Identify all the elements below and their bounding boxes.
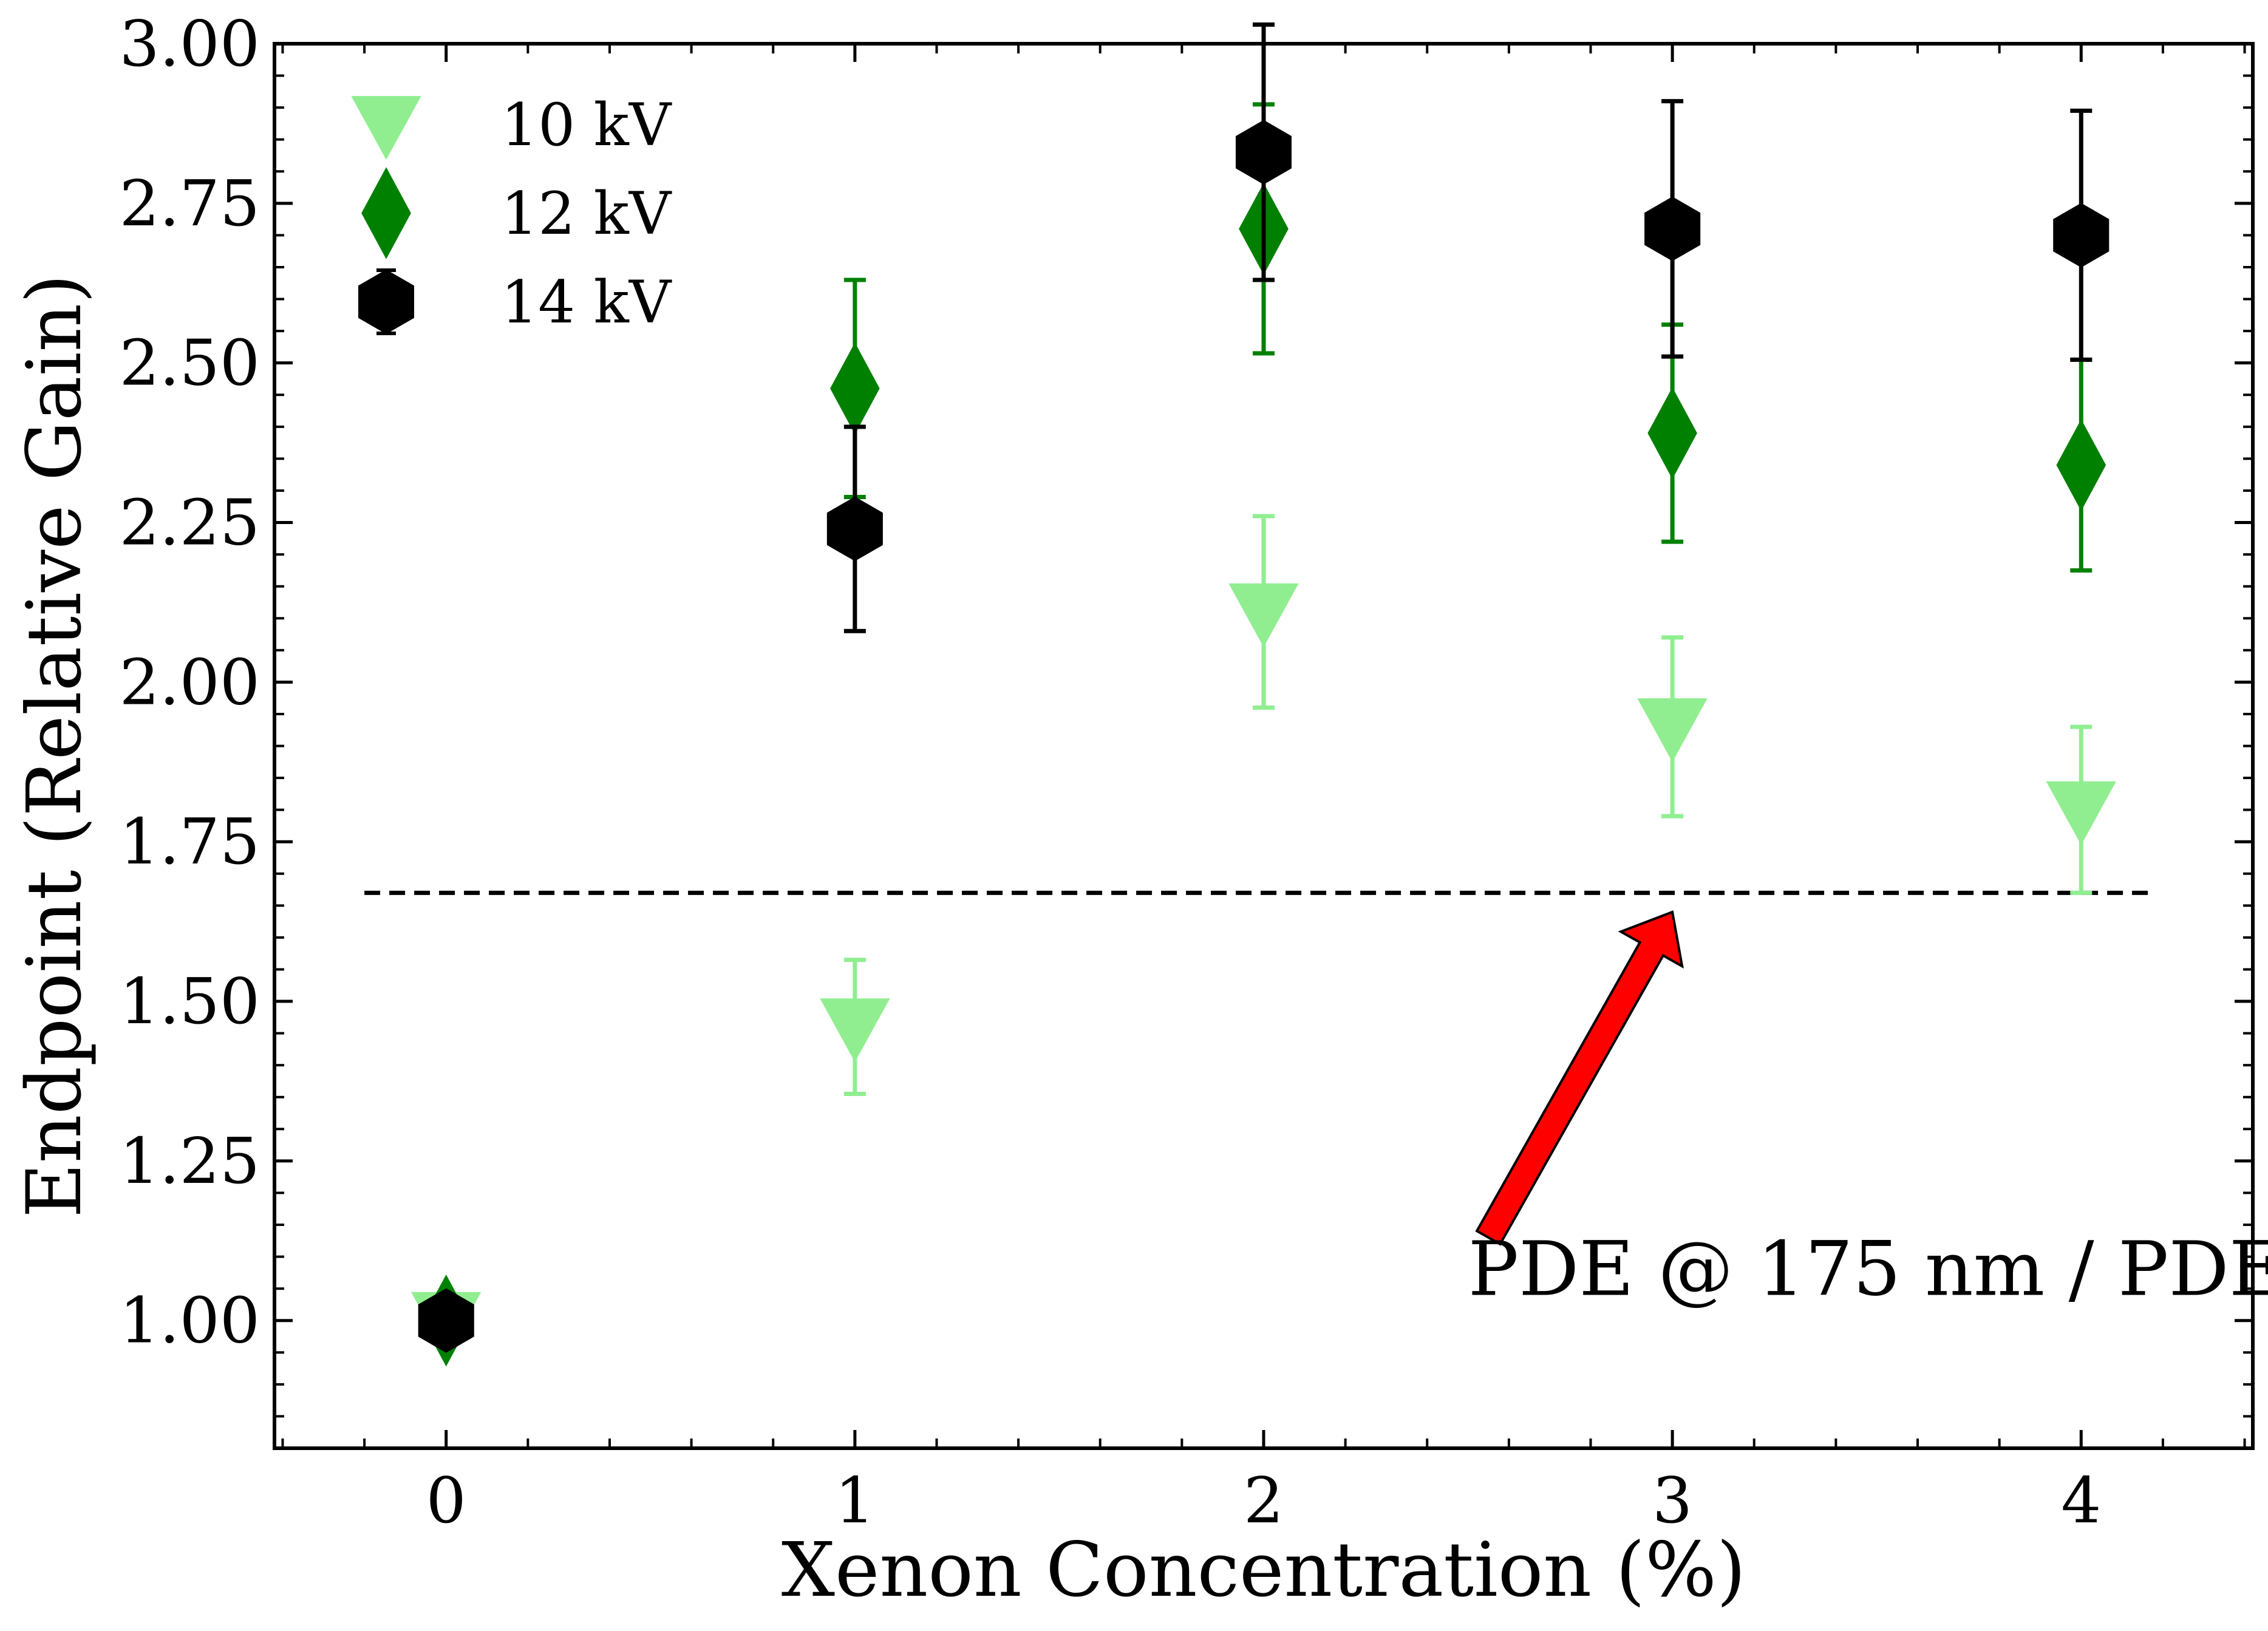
- y-tick-label: 3.00: [119, 7, 260, 81]
- y-tick-label: 1.00: [119, 1284, 260, 1358]
- legend-entry: 10 kV: [351, 91, 672, 160]
- annotation-arrow-layer: [1475, 910, 1684, 1246]
- annotation-text: PDE @ 175 nm / PDE @ 128 nm: [1468, 1226, 2268, 1313]
- legend-entry: 12 kV: [361, 167, 672, 259]
- legend-marker: [358, 269, 414, 335]
- data-series-layer: [411, 22, 2116, 1367]
- data-point: [820, 998, 890, 1063]
- legend-label: 14 kV: [501, 268, 672, 336]
- data-point: [2056, 419, 2106, 511]
- legend-marker: [361, 167, 411, 259]
- data-point: [2046, 781, 2116, 845]
- legend-label: 10 kV: [501, 91, 672, 159]
- x-axis-title: Xenon Concentration (%): [782, 1527, 1746, 1614]
- data-point: [2053, 203, 2110, 268]
- series-12-kv: [421, 102, 2106, 1367]
- annotation-arrow: [1475, 910, 1684, 1246]
- y-tick-label: 2.25: [119, 486, 260, 560]
- data-point: [826, 496, 883, 562]
- series-14-kv: [418, 22, 2110, 1353]
- axes-layer: 0 1 2 3 4 1.00 1.25 1.50 1.75 2.00 2.25 2.50 2.75 3.0…: [119, 7, 2255, 1537]
- data-point: [1637, 698, 1708, 763]
- x-tick-label: 2: [1244, 1463, 1284, 1537]
- legend-label: 12 kV: [501, 180, 672, 248]
- x-tick-label: 3: [1652, 1463, 1692, 1537]
- y-tick-label: 1.75: [119, 805, 260, 879]
- y-tick-label: 1.50: [119, 964, 260, 1038]
- legend: 10 kV 12 kV 14 kV: [351, 91, 672, 336]
- legend-entry: 14 kV: [358, 268, 672, 336]
- x-tick-label: 0: [426, 1463, 466, 1537]
- y-axis-title: Endpoint (Relative Gain): [11, 274, 98, 1217]
- data-point: [1228, 583, 1299, 647]
- x-tick-label: 4: [2061, 1463, 2101, 1537]
- data-point: [1644, 196, 1701, 262]
- legend-marker: [351, 96, 421, 160]
- y-tick-label: 2.75: [119, 166, 260, 240]
- data-point: [418, 1288, 474, 1353]
- data-point: [1647, 387, 1697, 480]
- data-point: [1236, 120, 1292, 185]
- x-tick-label: 1: [835, 1463, 875, 1537]
- y-tick-label: 1.25: [119, 1124, 260, 1198]
- y-tick-label: 2.00: [119, 645, 260, 719]
- y-tick-label: 2.50: [119, 326, 260, 400]
